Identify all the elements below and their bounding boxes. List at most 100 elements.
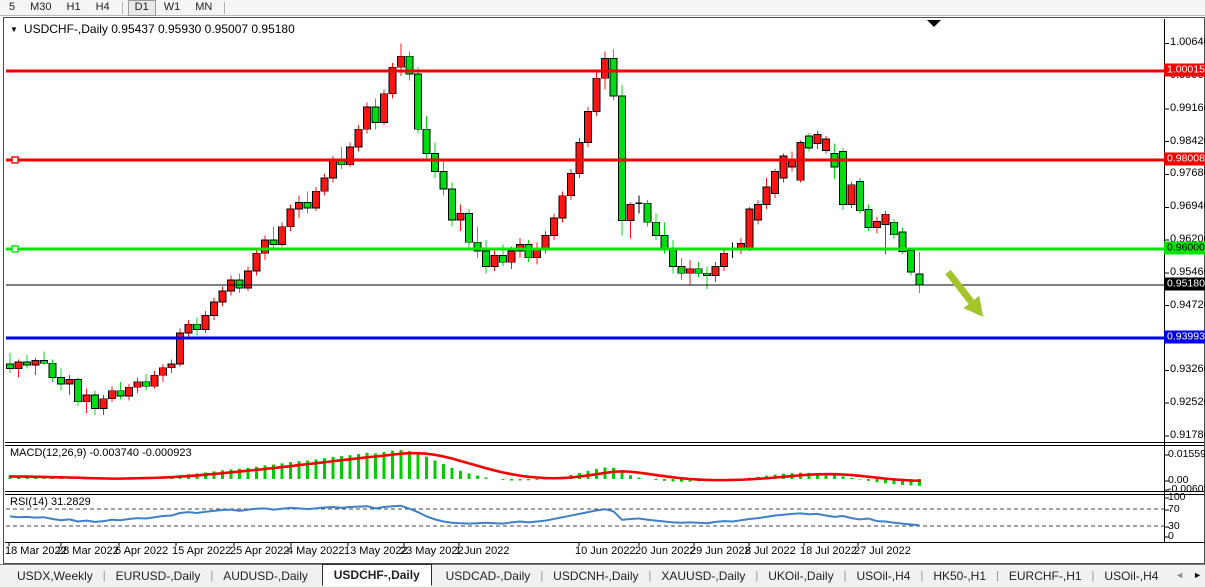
price-badge-1.00015: 1.00015: [1164, 63, 1205, 77]
symbol-tab-bar: USDX,Weekly | EURUSD-,Daily | AUDUSD-,Daily |…: [0, 563, 1205, 587]
candle-body: [414, 73, 422, 130]
date-axis-label: 13 May 2022: [344, 545, 408, 557]
tab-separator: |: [843, 570, 847, 582]
candle-body: [601, 57, 609, 79]
candle-body: [388, 66, 397, 95]
candle-body: [150, 374, 159, 387]
candle-body: [856, 181, 864, 212]
macd-signal-line: [8, 451, 921, 483]
candle-body: [108, 390, 116, 400]
tab-separator: |: [755, 570, 759, 582]
symbol-tab-xauusd-daily[interactable]: XAUUSD-,Daily: [661, 569, 746, 583]
candle-body: [312, 190, 320, 209]
candle-body: [720, 252, 728, 268]
candle-body: [99, 398, 108, 409]
date-axis-label: 20 Jun 2022: [635, 545, 696, 557]
date-axis-label: 28 Mar 2022: [57, 545, 119, 557]
timeframe-button-mn[interactable]: MN: [195, 0, 213, 13]
candle-body: [40, 360, 48, 364]
symbol-tab-audusd-daily[interactable]: AUDUSD-,Daily: [223, 569, 308, 583]
date-axis-label: 15 Apr 2022: [172, 545, 232, 557]
candle-body: [677, 266, 686, 274]
symbol-tab-usdx-weekly[interactable]: USDX,Weekly: [17, 569, 93, 583]
candle-body: [57, 377, 65, 385]
candle-body: [303, 201, 312, 209]
timeframe-toolbar: 5 M30 H1 H4 D1 W1 MN: [0, 0, 1205, 16]
date-axis-label: 10 Jun 2022: [575, 545, 636, 557]
candle-body: [184, 323, 193, 334]
candle-body: [116, 390, 125, 397]
symbol-tab-eurchf-h1[interactable]: EURCHF-,H1: [1008, 569, 1082, 583]
timeframe-button-h1[interactable]: H1: [66, 0, 81, 13]
candle-body: [618, 95, 626, 221]
candle-body: [235, 279, 244, 289]
toolbar-separator: [121, 1, 124, 14]
timeframe-button-m30[interactable]: M30: [30, 0, 52, 13]
timeframe-button-h4[interactable]: H4: [95, 0, 110, 13]
tab-separator: |: [1091, 570, 1095, 582]
price-badge-0.95180: 0.95180: [1164, 277, 1205, 291]
rsi-axis-label: 100: [1168, 491, 1186, 503]
tab-scroll-left-icon[interactable]: ◄: [1175, 570, 1185, 580]
candle-body: [380, 93, 388, 124]
sell-arrow-object[interactable]: [940, 266, 991, 323]
candle-body: [329, 159, 337, 179]
candle-body: [261, 239, 269, 254]
symbol-tab-usoil-h4[interactable]: USOil-,H4: [1104, 569, 1159, 583]
candle-body: [371, 106, 380, 124]
symbol-tab-ukoil-daily[interactable]: UKOil-,Daily: [768, 569, 834, 583]
candle-body: [91, 394, 99, 409]
candle-body: [218, 290, 227, 303]
candle-body: [397, 55, 405, 68]
candle-body: [873, 221, 881, 229]
toolbar-separator: [224, 1, 227, 14]
candle-body: [201, 314, 210, 330]
candle-body: [584, 111, 592, 143]
candle-body: [686, 268, 694, 274]
symbol-tab-usdcad-daily[interactable]: USDCAD-,Daily: [445, 569, 531, 583]
macd-axis-label: 0.00: [1168, 474, 1189, 486]
tab-separator: |: [210, 570, 214, 582]
candle-body: [898, 231, 907, 252]
line-handle[interactable]: [11, 245, 19, 253]
candle-body: [567, 173, 575, 197]
symbol-tab-hk50-h1[interactable]: HK50-,H1: [933, 569, 987, 583]
timeframe-button-5[interactable]: 5: [9, 0, 16, 13]
date-axis-label: 18 Jul 2022: [800, 545, 857, 557]
candle-body: [439, 170, 448, 190]
tab-separator: |: [102, 570, 106, 582]
candle-body: [286, 208, 295, 228]
candle-body: [822, 138, 830, 151]
date-axis-label: 27 Jul 2022: [854, 545, 911, 557]
symbol-tab-usdcnh-daily[interactable]: USDCNH-,Daily: [553, 569, 639, 583]
candle-body: [448, 188, 456, 221]
symbol-tab-eurusd-daily[interactable]: EURUSD-,Daily: [115, 569, 201, 583]
line-handle[interactable]: [11, 156, 19, 164]
candle-body: [490, 255, 499, 268]
candle-body: [210, 301, 218, 316]
candle-body: [6, 363, 14, 369]
timeframe-button-w1[interactable]: W1: [163, 0, 181, 13]
candle-body: [550, 217, 558, 237]
candle-body: [626, 204, 635, 221]
candle-body: [244, 270, 252, 289]
chart-canvas[interactable]: [4, 18, 1204, 563]
candle-body: [609, 57, 618, 97]
date-axis-label: 25 Apr 2022: [230, 545, 290, 557]
date-axis-label: 18 Mar 2022: [5, 545, 67, 557]
tab-scroll-right-icon[interactable]: ►: [1193, 570, 1202, 580]
candle-body: [847, 184, 856, 205]
timeframe-button-d1[interactable]: D1: [127, 0, 156, 16]
candle-body: [65, 379, 74, 385]
candle-body: [499, 255, 507, 263]
macd-axis-label: 0.01559: [1168, 448, 1205, 460]
candle-body: [907, 250, 915, 273]
candle-body: [915, 273, 924, 286]
candle-body: [507, 250, 516, 263]
symbol-tab-usoil-h4[interactable]: USOil-,H4: [856, 569, 911, 583]
symbol-tab-usdchf-daily[interactable]: USDCHF-,Daily: [321, 563, 432, 586]
tab-separator: |: [920, 570, 924, 582]
